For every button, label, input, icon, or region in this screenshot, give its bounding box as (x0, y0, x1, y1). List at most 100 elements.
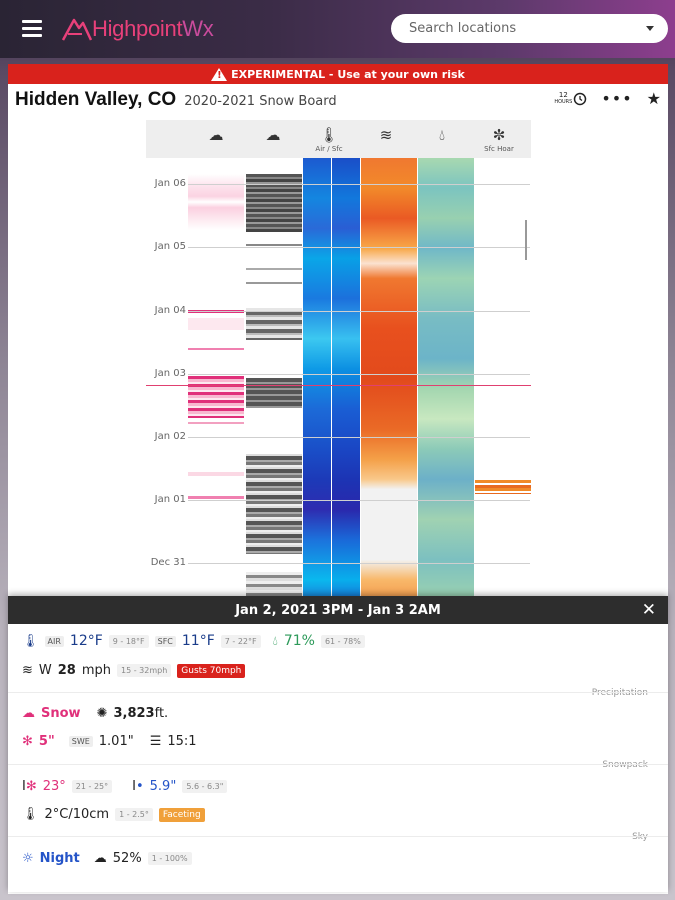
app-logo[interactable]: HighpointWx (62, 14, 214, 44)
thermometer-icon: 🌡︎ Air / Sfc (315, 126, 343, 153)
warning-icon: ! (211, 67, 228, 81)
temp-gradient: 2°C/10cm (44, 807, 110, 822)
air-temp-column (303, 158, 331, 660)
history-clock-icon (574, 92, 587, 105)
sky-row: ☼ Night ☁ 52% 1 - 100% (22, 851, 192, 866)
cloud-icon: ☁ (265, 126, 281, 144)
date-label: Jan 03 (154, 368, 186, 379)
thermometer-icon: 🌡︎ (22, 633, 39, 649)
date-label: Dec 31 (150, 557, 186, 568)
hours-toggle-button[interactable]: 12 HOURS (554, 91, 587, 106)
snow-board-chart[interactable]: ☁︎ ☁ 🌡︎ Air / Sfc ≋ 💧︎ ✼ Sfc Hoar (8, 120, 668, 660)
divider (8, 692, 668, 693)
wind-row: ≋ W 28 mph 15 - 32mph Gusts 70mph (22, 663, 246, 678)
sfc-tag: SFC (154, 635, 176, 647)
snowflake-icon: ✻ (22, 734, 33, 749)
night-icon: ☼ (22, 851, 34, 866)
gridline (188, 563, 530, 564)
detail-panel: Jan 2, 2021 3PM - Jan 3 2AM ✕ 🌡︎ AIR 12°… (8, 596, 668, 892)
gridline (188, 247, 530, 248)
humidity-icon: 💧︎ (272, 633, 278, 649)
air-temp-value: 12°F (69, 633, 103, 649)
snow-depth-range: 5.6 - 6.3" (182, 780, 228, 793)
mountain-logo-icon (62, 18, 92, 41)
temp-gradient-range: 1 - 2.5° (115, 808, 153, 821)
snow-amount-row: ✻ 5" SWE 1.01" ☰ 15:1 (22, 734, 197, 749)
search-placeholder: Search locations (409, 21, 517, 36)
snow-amount: 5" (38, 734, 55, 749)
detail-title: Jan 2, 2021 3PM - Jan 3 2AM (235, 602, 441, 618)
snow-depth-value: 5.9" (149, 779, 177, 794)
snow-temp-range: 21 - 25° (71, 780, 113, 793)
precip-column (188, 158, 244, 660)
wind-icon: ≋ (379, 126, 393, 144)
gusts-badge: Gusts 70mph (177, 663, 246, 678)
gridline (188, 311, 530, 312)
location-title: Hidden Valley, CO (15, 89, 177, 110)
dropdown-caret-icon[interactable] (646, 26, 654, 31)
wind-speed: 28 (57, 663, 76, 678)
faceting-badge: Faceting (158, 807, 205, 822)
humidity-column (418, 158, 474, 660)
precip-row: ☁︎ Snow ✺ 3,823 ft. (22, 706, 168, 721)
divider (8, 764, 668, 765)
snowflake-level-icon: ✺ (96, 706, 108, 721)
section-label-precipitation: Precipitation (591, 688, 648, 698)
chart-column-headers: ☁︎ ☁ 🌡︎ Air / Sfc ≋ 💧︎ ✼ Sfc Hoar (146, 120, 531, 158)
location-search-input[interactable]: Search locations (391, 14, 668, 43)
gridline (188, 374, 530, 375)
temperature-row: 🌡︎ AIR 12°F 9 - 18°F SFC 11°F 7 - 22°F 💧… (22, 633, 365, 649)
surface-hoar-icon: ✼ Sfc Hoar (484, 126, 514, 153)
humidity-value: 71% (283, 633, 315, 649)
app-name: HighpointWx (92, 16, 214, 41)
more-options-icon[interactable]: ••• (601, 89, 633, 108)
cloud-cover-value: 52% (112, 851, 142, 866)
wind-direction: W (38, 663, 52, 678)
date-label: Jan 02 (154, 431, 186, 442)
section-label-snowpack: Snowpack (602, 760, 648, 770)
humidity-range: 61 - 78% (320, 634, 365, 648)
gridline (188, 437, 530, 438)
wind-range: 15 - 32mph (117, 664, 172, 677)
sfc-temp-value: 11°F (181, 633, 215, 649)
date-label: Jan 01 (154, 494, 186, 505)
banner-text: EXPERIMENTAL - Use at your own risk (231, 67, 465, 81)
snow-level: 3,823 (113, 706, 155, 721)
snowpack-row: Ⅰ ✻ 23° 21 - 25° Ⅰ • 5.9" 5.6 - 6.3" (22, 779, 228, 794)
section-label-sky: Sky (632, 832, 648, 842)
swe-tag: SWE (68, 736, 93, 747)
divider (8, 836, 668, 837)
precip-type: Snow (41, 706, 81, 721)
wind-icon: ≋ (22, 663, 33, 678)
air-tag: AIR (44, 635, 64, 647)
surface-temp-column (332, 158, 360, 660)
wind-unit: mph (81, 663, 112, 678)
experimental-banner: ! EXPERIMENTAL - Use at your own risk (8, 64, 668, 84)
date-label: Jan 05 (154, 241, 186, 252)
humidity-icon: 💧︎ (438, 126, 445, 144)
air-temp-range: 9 - 18°F (108, 634, 149, 648)
detail-header: Jan 2, 2021 3PM - Jan 3 2AM ✕ (8, 596, 668, 624)
gridline (188, 500, 530, 501)
scrollbar[interactable] (525, 220, 527, 260)
favorite-star-icon[interactable]: ★ (646, 89, 661, 108)
snow-temp-icon: Ⅰ (22, 779, 26, 794)
ratio-icon: ☰ (149, 734, 162, 749)
sfc-temp-range: 7 - 22°F (220, 634, 261, 648)
title-row: Hidden Valley, CO 2020-2021 Snow Board 1… (15, 89, 661, 113)
close-icon[interactable]: ✕ (641, 600, 656, 620)
gridline (188, 184, 530, 185)
top-app-bar: HighpointWx Search locations (0, 0, 675, 58)
swe-value: 1.01" (98, 734, 134, 749)
cloud-cover-icon: ☁ (93, 851, 107, 866)
precip-icon: ☁︎ (208, 126, 224, 144)
gradient-thermometer-icon: 🌡︎ (22, 807, 39, 822)
snow-ratio: 15:1 (167, 734, 197, 749)
menu-icon[interactable] (22, 20, 42, 37)
date-label: Jan 04 (154, 305, 186, 316)
snow-cloud-icon: ☁︎ (22, 706, 35, 721)
date-label: Jan 06 (154, 178, 186, 189)
cloud-cover-range: 1 - 100% (147, 852, 192, 865)
snow-temp-value: 23° (42, 779, 66, 794)
snow-depth-icon: Ⅰ (132, 779, 136, 794)
